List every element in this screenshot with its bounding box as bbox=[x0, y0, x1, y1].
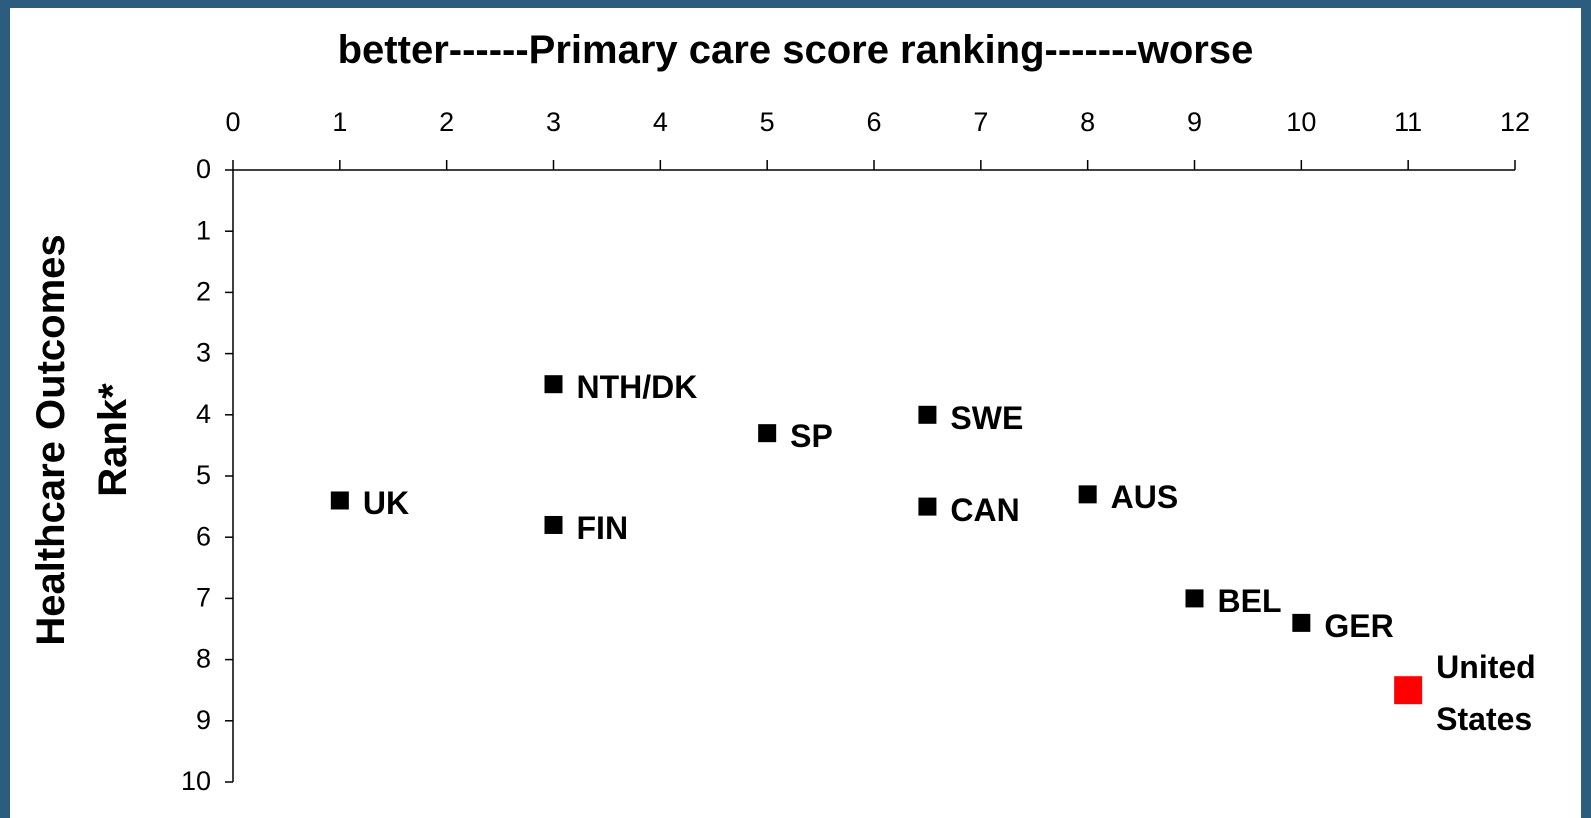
point-label: FIN bbox=[576, 509, 629, 546]
point-label: United States bbox=[1436, 649, 1536, 738]
x-tick-label: 10 bbox=[1286, 107, 1316, 137]
y-tick-label: 3 bbox=[196, 338, 211, 368]
x-tick-label: 7 bbox=[973, 107, 988, 137]
x-tick-label: 0 bbox=[225, 107, 240, 137]
x-tick-label: 4 bbox=[653, 107, 668, 137]
x-tick-label: 3 bbox=[546, 107, 561, 137]
x-tick-label: 8 bbox=[1080, 107, 1095, 137]
marker bbox=[918, 405, 937, 424]
x-tick-label: 5 bbox=[760, 107, 775, 137]
y-tick-label: 10 bbox=[181, 766, 211, 796]
x-tick-label: 6 bbox=[866, 107, 881, 137]
y-tick-label: 1 bbox=[196, 215, 211, 245]
y-tick-label: 4 bbox=[196, 399, 211, 429]
y-tick-label: 6 bbox=[196, 521, 211, 551]
y-tick-label: 5 bbox=[196, 460, 211, 490]
point-label: NTH/DK bbox=[576, 369, 698, 406]
point-label: AUS bbox=[1110, 479, 1179, 516]
y-tick-label: 8 bbox=[196, 644, 211, 674]
marker bbox=[918, 497, 937, 516]
x-tick-label: 1 bbox=[332, 107, 347, 137]
point-label: GER bbox=[1324, 607, 1394, 644]
marker bbox=[1185, 589, 1204, 608]
marker bbox=[758, 424, 777, 443]
y-tick-label: 2 bbox=[196, 277, 211, 307]
marker bbox=[1078, 485, 1097, 504]
x-tick-label: 9 bbox=[1187, 107, 1202, 137]
chart-background bbox=[10, 8, 1581, 818]
chart-title: better------Primary care score ranking--… bbox=[337, 28, 1254, 72]
x-tick-label: 2 bbox=[439, 107, 454, 137]
point-label: BEL bbox=[1217, 583, 1282, 620]
y-tick-label: 7 bbox=[196, 583, 211, 613]
point-label: SWE bbox=[950, 399, 1024, 436]
marker bbox=[544, 375, 563, 394]
marker bbox=[1394, 676, 1423, 705]
y-axis-label: Healthcare Outcomes Rank* bbox=[29, 234, 135, 646]
marker bbox=[330, 491, 349, 510]
point-label: CAN bbox=[950, 491, 1020, 528]
y-tick-label: 0 bbox=[196, 154, 211, 184]
y-tick-label: 9 bbox=[196, 705, 211, 735]
x-tick-label: 12 bbox=[1500, 107, 1530, 137]
point-label: UK bbox=[362, 485, 410, 522]
marker bbox=[544, 515, 563, 534]
point-label: SP bbox=[790, 418, 833, 455]
marker bbox=[1292, 613, 1311, 632]
x-tick-label: 11 bbox=[1394, 107, 1422, 137]
